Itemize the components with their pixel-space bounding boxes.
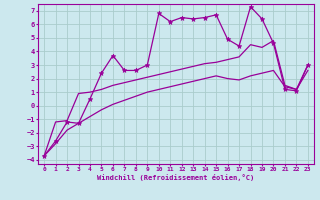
X-axis label: Windchill (Refroidissement éolien,°C): Windchill (Refroidissement éolien,°C) — [97, 174, 255, 181]
